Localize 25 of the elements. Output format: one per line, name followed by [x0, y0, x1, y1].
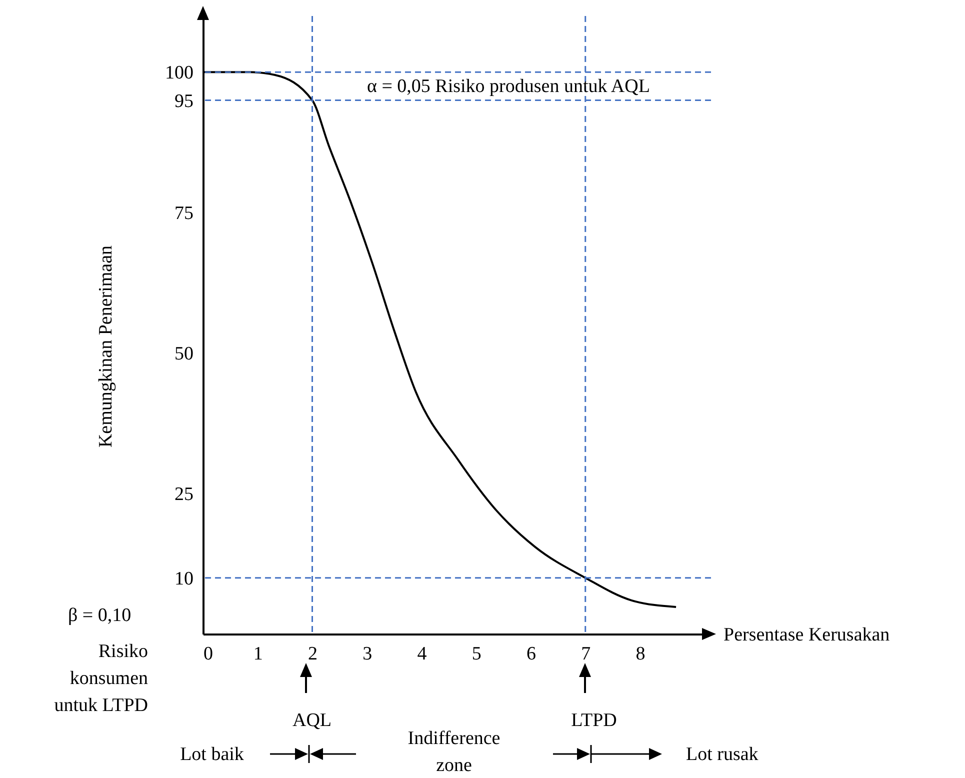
y-axis-title: Kemungkinan Penerimaan [96, 244, 116, 448]
y-tick-label: 10 [174, 568, 194, 590]
x-tick-label: 3 [362, 644, 372, 664]
y-tick-label: 100 [165, 62, 194, 84]
x-tick-label: 1 [253, 644, 263, 664]
x-tick-label: 6 [526, 644, 536, 664]
y-tick-label: 95 [174, 90, 194, 112]
y-tick-label: 75 [174, 203, 194, 224]
x-tick-label: 0 [204, 644, 213, 664]
y-tick-label: 25 [174, 484, 194, 506]
text: Risiko konsumen untuk LTPD [54, 641, 148, 716]
text: LTPD [571, 710, 617, 731]
text: Lot rusak [686, 744, 759, 765]
text: Indifference zone [408, 728, 500, 776]
x-tick-label: 4 [417, 644, 428, 664]
x-tick-label: 5 [472, 644, 482, 664]
y-tick-label: 50 [174, 344, 194, 365]
text: Lot baik [180, 744, 244, 765]
x-tick-label: 7 [581, 644, 591, 664]
x-axis-title: Persentase Kerusakan [724, 624, 890, 646]
text: AQL [292, 710, 332, 731]
x-tick-label: 8 [636, 644, 646, 664]
annotation: α = 0,05 Risiko produsen untuk AQL [367, 76, 650, 97]
x-tick-label: 2 [308, 644, 318, 664]
text: β = 0,10 [68, 605, 132, 626]
